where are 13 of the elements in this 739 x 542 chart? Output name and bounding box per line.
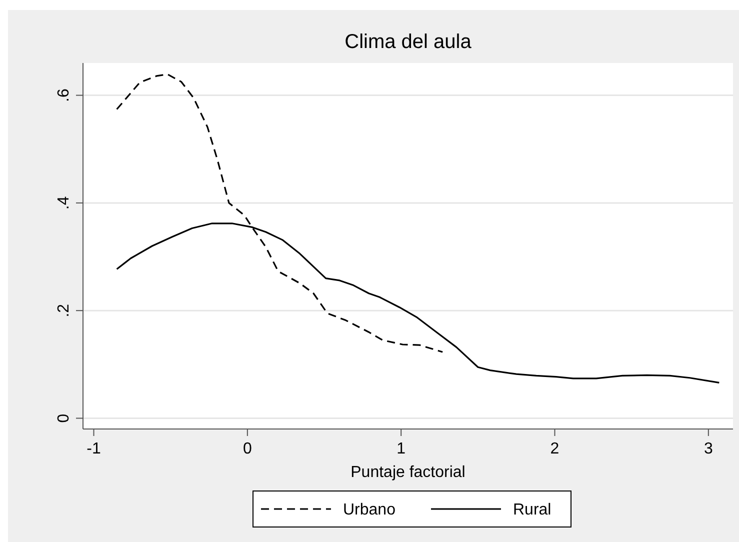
x-tick-label: 3 xyxy=(704,440,713,458)
legend-label: Rural xyxy=(513,502,552,519)
y-tick-label: 0 xyxy=(56,414,73,423)
x-tick-label: -1 xyxy=(86,440,101,458)
y-tick-label: .2 xyxy=(56,304,73,318)
legend-label: Urbano xyxy=(343,502,396,519)
x-axis-title: Puntaje factorial xyxy=(350,464,466,481)
y-tick-label: .4 xyxy=(56,196,73,210)
chart-title: Clima del aula xyxy=(344,31,472,53)
x-tick-label: 0 xyxy=(242,440,252,458)
x-tick-label: 1 xyxy=(396,440,406,458)
x-tick-label: 2 xyxy=(550,440,560,458)
y-tick-label: .6 xyxy=(56,88,73,102)
